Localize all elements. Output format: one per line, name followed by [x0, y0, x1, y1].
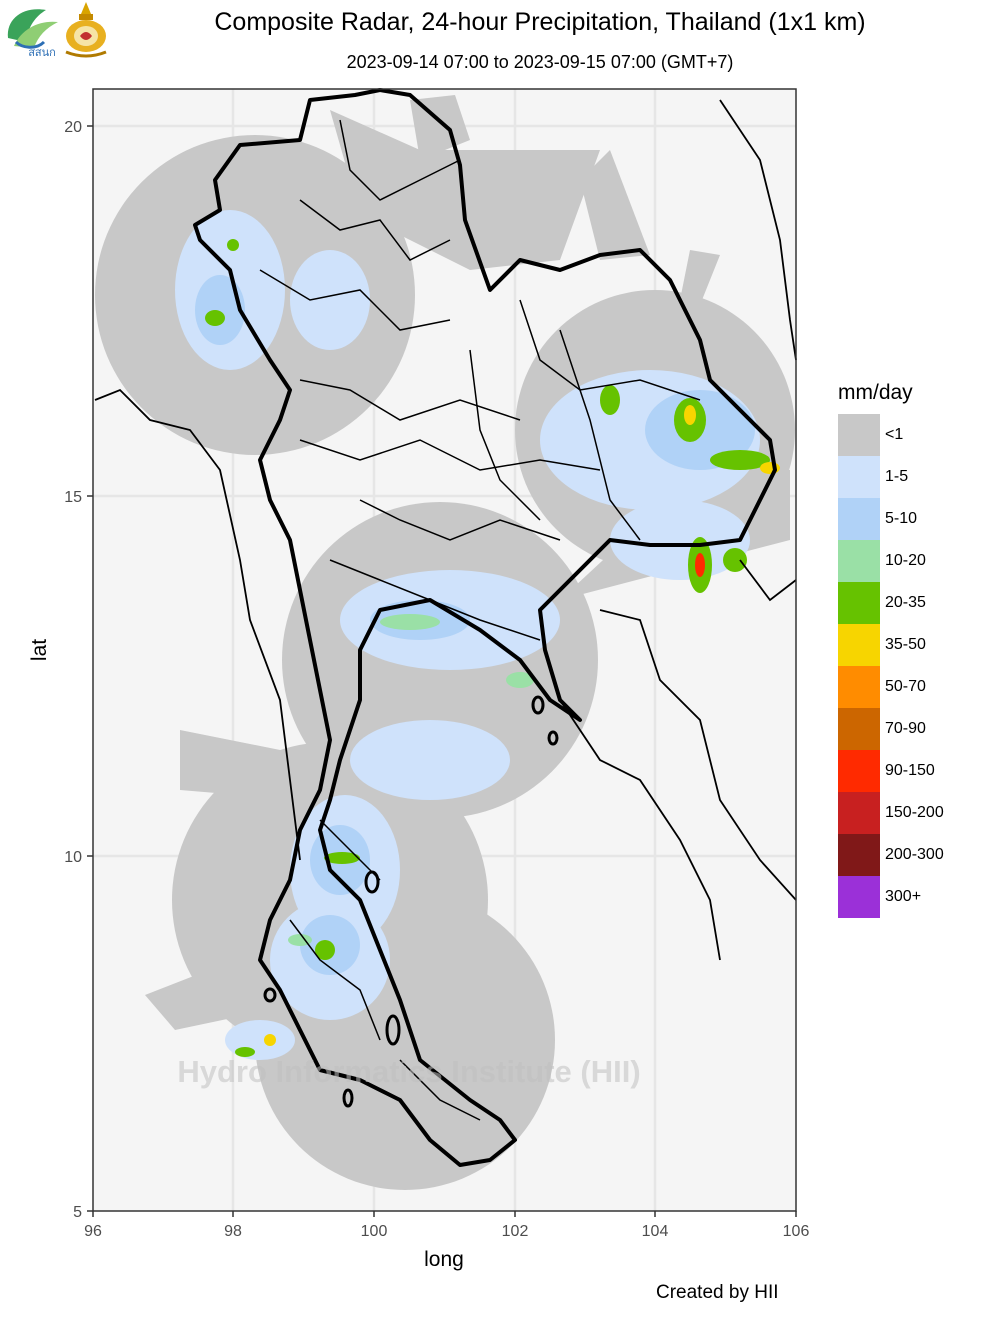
panel-frame [92, 88, 797, 1212]
x-tick-label: 96 [84, 1223, 102, 1240]
legend-item: 90-150 [838, 750, 998, 792]
legend-swatch [838, 666, 880, 708]
legend-swatch [838, 834, 880, 876]
legend-swatch [838, 876, 880, 918]
map-title: Composite Radar, 24-hour Precipitation, … [214, 8, 866, 36]
legend-swatch [838, 414, 880, 456]
legend-label: 70-90 [885, 720, 926, 737]
legend-swatch [838, 582, 880, 624]
legend-label: 50-70 [885, 678, 926, 695]
y-axis [87, 125, 93, 1212]
legend: <1 1-5 5-10 10-20 20-35 35-50 50-70 70-90 90-150… [838, 414, 998, 918]
x-tick-label: 102 [502, 1223, 529, 1240]
legend-item: <1 [838, 414, 998, 456]
legend-label: <1 [885, 426, 904, 443]
legend-swatch [838, 750, 880, 792]
legend-item: 1-5 [838, 456, 998, 498]
legend-item: 300+ [838, 876, 998, 918]
legend-label: 300+ [885, 888, 922, 905]
legend-label: 10-20 [885, 552, 926, 569]
legend-item: 150-200 [838, 792, 998, 834]
legend-item: 35-50 [838, 624, 998, 666]
watermark: Hydro Informatics Institute (HII) [177, 1054, 640, 1089]
legend-label: 5-10 [885, 510, 918, 527]
legend-swatch [838, 792, 880, 834]
legend-item: 70-90 [838, 708, 998, 750]
map-subtitle: 2023-09-14 07:00 to 2023-09-15 07:00 (GM… [346, 52, 734, 72]
x-axis-label: long [424, 1248, 464, 1271]
legend-label: 35-50 [885, 636, 926, 653]
x-tick-label: 104 [642, 1223, 669, 1240]
legend-swatch [838, 456, 880, 498]
credit-text: Created by HII [656, 1282, 779, 1303]
y-tick-label: 20 [64, 119, 82, 136]
y-tick-label: 10 [64, 849, 82, 866]
x-tick-label: 100 [361, 1223, 388, 1240]
x-tick-label: 98 [224, 1223, 242, 1240]
y-tick-label: 5 [73, 1204, 82, 1221]
legend-label: 20-35 [885, 594, 926, 611]
logo-text: สสนก [28, 47, 56, 59]
legend-item: 200-300 [838, 834, 998, 876]
y-axis-label: lat [28, 639, 51, 661]
legend-item: 10-20 [838, 540, 998, 582]
legend-item: 50-70 [838, 666, 998, 708]
legend-label: 90-150 [885, 762, 935, 779]
legend-label: 150-200 [885, 804, 944, 821]
y-tick-label: 15 [64, 489, 82, 506]
legend-label: 1-5 [885, 468, 909, 485]
leaf-icon [7, 9, 46, 42]
legend-swatch [838, 540, 880, 582]
provincial-borders [259, 119, 701, 1121]
x-tick-label: 106 [783, 1223, 810, 1240]
royal-emblem-icon [65, 2, 107, 58]
rain-moderate [195, 275, 755, 975]
legend-swatch [838, 708, 880, 750]
legend-label: 200-300 [885, 846, 944, 863]
x-axis [92, 1211, 797, 1217]
legend-title: mm/day [838, 381, 913, 404]
neighbor-coastlines [94, 99, 797, 961]
leaf-icon [14, 21, 58, 48]
hii-logo: สสนก [7, 9, 58, 59]
legend-item: 5-10 [838, 498, 998, 540]
island-outlines [263, 695, 559, 1108]
thailand-border [193, 88, 777, 1167]
rain-heavy [205, 239, 780, 1057]
legend-swatch [838, 498, 880, 540]
legend-swatch [838, 624, 880, 666]
legend-item: 20-35 [838, 582, 998, 624]
